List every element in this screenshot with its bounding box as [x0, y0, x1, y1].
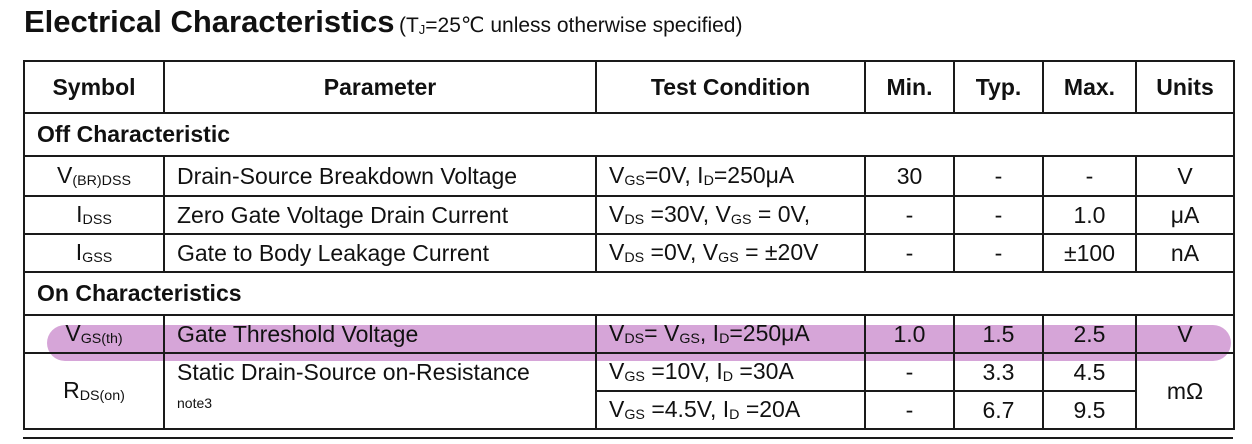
- symbol-cell: V(BR)DSS: [23, 155, 165, 197]
- parameter-cell: Zero Gate Voltage Drain Current: [163, 195, 597, 235]
- electrical-characteristics-table: Symbol Parameter Test Condition Min. Typ…: [23, 60, 1235, 430]
- col-max: Max.: [1042, 60, 1137, 114]
- condition-cell: VGS =4.5V, ID =20A: [595, 390, 866, 430]
- condition-cell: VGS =10V, ID =30A: [595, 352, 866, 392]
- parameter-cell: Drain-Source Breakdown Voltage: [163, 155, 597, 197]
- note-ref: note3: [177, 395, 213, 411]
- condition-cell: VGS=0V, ID=250μA: [595, 155, 866, 197]
- col-parameter: Parameter: [163, 60, 597, 114]
- typ-cell: -: [953, 195, 1044, 235]
- min-cell: -: [864, 233, 955, 273]
- table-row: V(BR)DSS Drain-Source Breakdown Voltage …: [23, 155, 1235, 197]
- section-row-off: Off Characteristic: [23, 112, 1235, 157]
- max-cell: ±100: [1042, 233, 1137, 273]
- col-min: Min.: [864, 60, 955, 114]
- parameter-cell: Static Drain-Source on-Resistance note3: [163, 352, 597, 430]
- min-cell: -: [864, 352, 955, 392]
- section-row-on: On Characteristics: [23, 271, 1235, 316]
- table-row-highlighted: VGS(th) Gate Threshold Voltage VDS= VGS,…: [23, 314, 1235, 354]
- parameter-cell: Gate Threshold Voltage: [163, 314, 597, 354]
- typ-cell: 3.3: [953, 352, 1044, 392]
- min-cell: -: [864, 390, 955, 430]
- units-cell: mΩ: [1135, 352, 1235, 430]
- table-row: IGSS Gate to Body Leakage Current VDS =0…: [23, 233, 1235, 273]
- parameter-cell: Gate to Body Leakage Current: [163, 233, 597, 273]
- col-symbol: Symbol: [23, 60, 165, 114]
- col-test-condition: Test Condition: [595, 60, 866, 114]
- condition-cell: VDS =0V, VGS = ±20V: [595, 233, 866, 273]
- typ-cell: 6.7: [953, 390, 1044, 430]
- units-cell: V: [1135, 314, 1235, 354]
- units-cell: V: [1135, 155, 1235, 197]
- parameter-text: Static Drain-Source on-Resistance: [177, 359, 530, 385]
- symbol-cell: RDS(on): [23, 352, 165, 430]
- col-units: Units: [1135, 60, 1235, 114]
- typ-cell: -: [953, 155, 1044, 197]
- max-cell: 2.5: [1042, 314, 1137, 354]
- heading-condition: (TJ=25℃ unless otherwise specified): [398, 14, 743, 37]
- section-heading: Electrical Characteristics (TJ=25℃ unles…: [24, 4, 742, 40]
- condition-cell: VDS= VGS, ID=250μA: [595, 314, 866, 354]
- typ-cell: 1.5: [953, 314, 1044, 354]
- typ-cell: -: [953, 233, 1044, 273]
- units-cell: μA: [1135, 195, 1235, 235]
- units-cell: nA: [1135, 233, 1235, 273]
- max-cell: -: [1042, 155, 1137, 197]
- heading-title: Electrical Characteristics: [24, 4, 395, 39]
- col-typ: Typ.: [953, 60, 1044, 114]
- max-cell: 9.5: [1042, 390, 1137, 430]
- section-title-off: Off Characteristic: [23, 112, 1235, 157]
- header-row: Symbol Parameter Test Condition Min. Typ…: [23, 60, 1235, 114]
- symbol-cell: IDSS: [23, 195, 165, 235]
- condition-cell: VDS =30V, VGS = 0V,: [595, 195, 866, 235]
- table-row: IDSS Zero Gate Voltage Drain Current VDS…: [23, 195, 1235, 235]
- min-cell: 30: [864, 155, 955, 197]
- symbol-cell: VGS(th): [23, 314, 165, 354]
- table-row: RDS(on) Static Drain-Source on-Resistanc…: [23, 352, 1235, 430]
- max-cell: 4.5: [1042, 352, 1137, 392]
- symbol-cell: IGSS: [23, 233, 165, 273]
- table-row: VGS =4.5V, ID =20A - 6.7 9.5: [24, 390, 1234, 430]
- section-title-on: On Characteristics: [23, 271, 1235, 316]
- min-cell: -: [864, 195, 955, 235]
- max-cell: 1.0: [1042, 195, 1137, 235]
- table-bottom-rule: [23, 437, 1233, 439]
- min-cell: 1.0: [864, 314, 955, 354]
